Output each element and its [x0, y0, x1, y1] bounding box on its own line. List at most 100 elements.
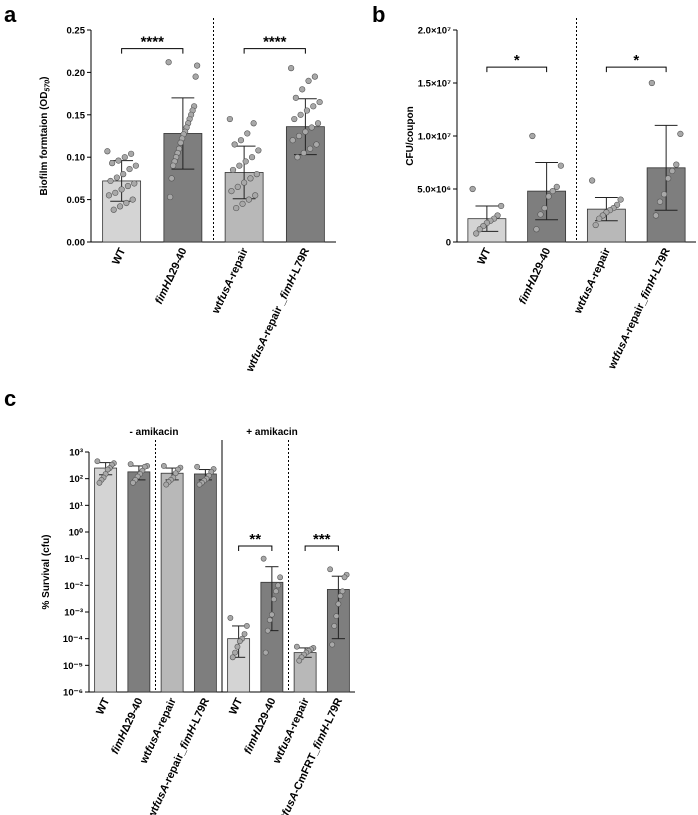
data-point — [234, 643, 241, 650]
category-label: fimHΔ29-40 — [153, 246, 189, 306]
data-point — [260, 555, 267, 562]
y-tick-label: 5.0×10⁶ — [417, 185, 451, 196]
significance-label: ** — [249, 531, 261, 548]
data-point — [107, 177, 114, 185]
data-point — [333, 613, 340, 620]
data-point — [244, 130, 251, 137]
data-point — [234, 183, 241, 190]
data-point — [94, 458, 101, 465]
data-point — [250, 120, 257, 127]
data-point — [291, 115, 298, 123]
y-axis-title: % Survival (cfu) — [41, 534, 52, 609]
data-point — [339, 588, 346, 595]
data-point — [243, 623, 250, 629]
panel-a: a 0.00 0.05 0.10 0.15 0.20 0.25 Biofilm formta… — [4, 2, 336, 375]
data-point — [192, 73, 199, 80]
data-point — [308, 124, 315, 131]
data-point — [253, 171, 260, 178]
data-point — [307, 145, 314, 152]
data-point — [549, 188, 556, 195]
data-point — [329, 641, 336, 648]
data-point — [241, 179, 248, 186]
y-tick-label: 10⁻⁴ — [63, 634, 84, 645]
data-point — [305, 77, 312, 84]
data-point — [242, 158, 249, 165]
category-label: wtfusA-repair_fimH-L79R — [145, 696, 212, 815]
group-label-minus-amikacin: - amikacin — [130, 427, 179, 438]
data-point — [268, 611, 275, 618]
data-point — [673, 161, 680, 168]
y-tick-label: 10⁻² — [64, 581, 83, 592]
data-point — [236, 162, 243, 169]
data-point — [233, 204, 240, 212]
y-tick-label: 0.00 — [67, 238, 86, 249]
significance-bracket — [121, 48, 184, 54]
data-point — [232, 649, 238, 656]
panel-c: c - amikacin + amikacin 10⁻⁶ 10⁻⁵ 10⁻⁴ 10⁻³… — [4, 386, 355, 815]
data-point — [669, 167, 676, 175]
data-point — [227, 615, 234, 621]
data-point — [310, 103, 317, 110]
y-tick-label: 2.0×10⁷ — [418, 26, 451, 37]
data-point — [592, 221, 599, 229]
data-point — [116, 203, 124, 210]
significance-bracket — [605, 66, 667, 73]
data-point — [316, 98, 323, 106]
data-point — [123, 199, 130, 207]
data-point — [331, 623, 338, 629]
data-point — [248, 154, 256, 161]
data-point — [337, 593, 344, 599]
data-point — [229, 654, 236, 661]
y-tick-label: 0.10 — [67, 153, 86, 164]
data-point — [110, 206, 117, 213]
category-label: WT — [94, 696, 112, 717]
data-point — [245, 196, 252, 203]
significance-label: *** — [313, 531, 331, 548]
data-point — [194, 463, 201, 470]
data-point — [247, 175, 254, 182]
panel-c-letter: c — [4, 386, 16, 411]
data-point — [665, 175, 672, 182]
panel-b: b 0 5.0×10⁶ 1.0×10⁷ 1.5×10⁷ 2.0×10⁷ CFU/coupo… — [372, 2, 696, 372]
data-point — [277, 574, 284, 581]
bar — [163, 133, 203, 243]
data-point — [313, 141, 320, 148]
panel-b-letter: b — [372, 2, 385, 27]
y-tick-label: 10⁰ — [69, 528, 84, 539]
data-point — [498, 202, 505, 210]
data-point — [648, 79, 655, 87]
y-tick-label: 10⁻⁶ — [63, 688, 83, 699]
data-point — [262, 649, 269, 656]
data-point — [273, 588, 279, 595]
y-tick-label: 0.05 — [67, 195, 86, 206]
data-point — [105, 192, 113, 199]
y-tick-label: 10⁻¹ — [64, 554, 83, 565]
data-point — [295, 132, 303, 140]
category-label: WT — [475, 246, 493, 267]
y-tick-label: 1.0×10⁷ — [418, 132, 451, 143]
significance-bracket — [304, 545, 339, 551]
significance-label: * — [633, 52, 639, 69]
data-point — [115, 157, 122, 164]
data-point — [266, 617, 273, 623]
data-point — [596, 215, 603, 222]
data-point — [541, 204, 548, 212]
data-point — [131, 180, 138, 187]
data-point — [476, 226, 483, 233]
data-point — [231, 141, 238, 148]
category-label: fimHΔ29-40 — [109, 696, 145, 756]
data-point — [160, 463, 167, 469]
significance-label: **** — [141, 34, 165, 51]
data-point — [118, 186, 125, 193]
data-point — [130, 479, 136, 486]
y-tick-label: 10⁻⁵ — [63, 661, 83, 672]
significance-label: * — [514, 52, 520, 69]
data-point — [124, 182, 132, 190]
data-point — [168, 175, 175, 182]
data-point — [296, 657, 303, 664]
data-point — [275, 582, 281, 589]
data-point — [226, 115, 233, 123]
bar — [193, 473, 217, 693]
data-point — [656, 198, 664, 205]
data-point — [311, 73, 318, 80]
